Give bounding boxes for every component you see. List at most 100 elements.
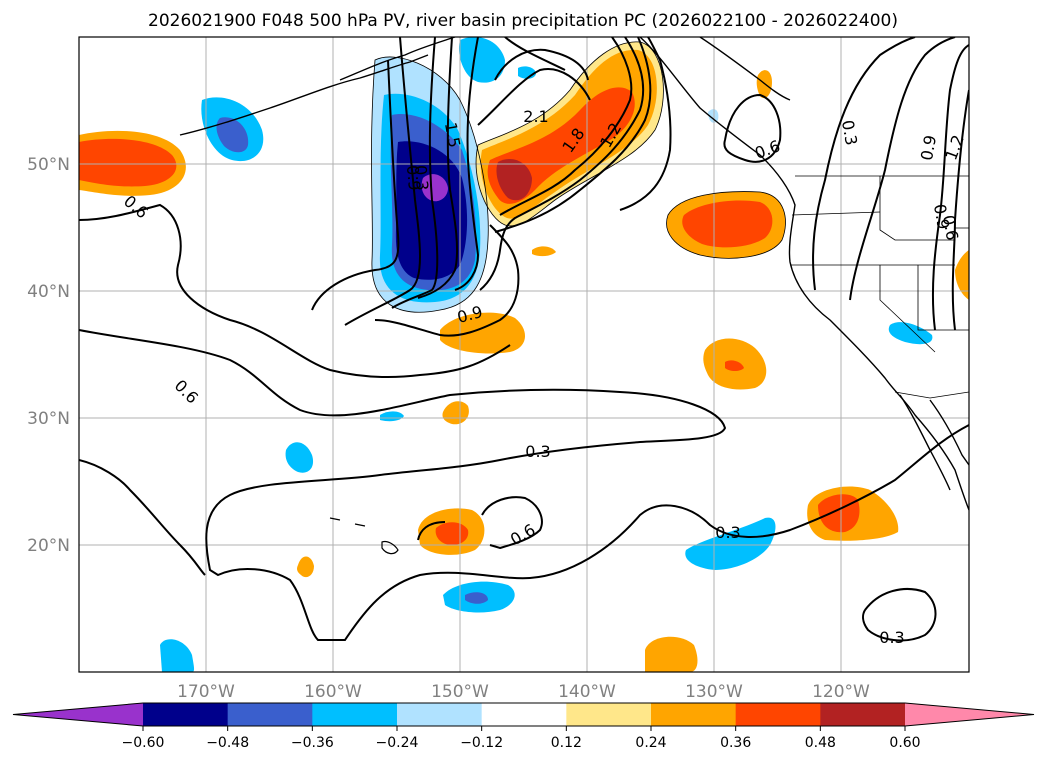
hawaii-islands [329, 517, 399, 555]
precip-outline-trough [371, 56, 489, 313]
pv-contour-trough-2 [374, 224, 520, 337]
precip-anomaly-162w-18n [297, 556, 314, 578]
colorbar-swatch [397, 703, 483, 726]
precip-anomaly-gulf-of-alaska-max [496, 158, 532, 201]
lon-label-130w: 130°W [685, 682, 743, 702]
contour-label: 2.1 [523, 107, 548, 126]
precip-anomaly-144w-43n [532, 246, 556, 257]
precip-anomaly-trough-min [421, 174, 448, 202]
colorbar-extend-max [905, 703, 1034, 726]
colorbar-tick-label: −0.48 [206, 735, 249, 751]
colorbar-tick-label: 0.12 [551, 735, 582, 751]
pv-contour-trough-4 [417, 37, 459, 299]
pv-contour-0.3-south [79, 459, 206, 576]
pv-contour-0.6-east-pacific [481, 496, 543, 550]
colorbar-tick-label: 0.24 [635, 735, 666, 751]
colorbar-tick-label: −0.24 [376, 735, 419, 751]
precip-anomaly-134w-10n [645, 636, 698, 672]
colorbar-swatch [227, 703, 313, 726]
lat-label-40n: 40°N [27, 282, 70, 302]
precip-anomaly-155w-30n [380, 411, 404, 422]
lat-label-50n: 50°N [27, 155, 70, 175]
colorbar-tick-label: −0.36 [291, 735, 334, 751]
pv-contour-0.9-west-us [931, 44, 969, 331]
precip-anomaly-149w-56n [459, 37, 505, 83]
plot-title: 2026021900 F048 500 hPa PV, river basin … [148, 11, 898, 31]
pv-contour-ridge-1 [494, 37, 652, 233]
precip-outline-gulf-of-alaska [475, 41, 664, 227]
graticule [79, 37, 969, 672]
pv-contour-1.2-west-us [951, 89, 969, 331]
contour-label: 0.3 [879, 628, 904, 647]
contour-label: 1.5 [441, 121, 464, 149]
colorbar-swatch [735, 703, 821, 726]
border-nevada-utah [917, 265, 969, 331]
contour-label: 0.9 [403, 164, 424, 191]
border-idaho [879, 176, 969, 241]
colorbar-tick-label: 0.60 [889, 735, 920, 751]
lon-label-160w: 160°W [304, 682, 362, 702]
precip-contour-outlines [371, 41, 786, 313]
pv-contour-ridge-3 [477, 68, 591, 126]
pv-contour-ridge-6 [619, 37, 672, 211]
pv-contour-0.6-west-us [849, 37, 956, 301]
contour-label: 0.6 [939, 214, 962, 242]
contour-label: 0.9 [930, 203, 953, 231]
lon-label-170w: 170°W [177, 682, 235, 702]
colorbar-swatch [312, 703, 398, 726]
border-oregon-washington [791, 211, 881, 216]
colorbar-tick-label: 0.48 [805, 735, 836, 751]
precip-anomaly-131w-54n [708, 109, 719, 123]
precip-anomaly-167w-53n-core [216, 117, 249, 153]
coastline-north-america [639, 37, 969, 511]
pv-contour-0.9 [311, 59, 400, 311]
lon-label-140w: 140°W [558, 682, 616, 702]
pv-contour-0.3-west-us [812, 37, 916, 291]
precip-anomaly-167w-12n [160, 639, 195, 672]
precip-anomaly-150w-16n-core [465, 592, 488, 604]
colorbar-tick-label: −0.60 [122, 735, 165, 751]
latitude-labels: 50°N 40°N 30°N 20°N [27, 155, 70, 556]
lat-label-20n: 20°N [27, 536, 70, 556]
precip-anomaly-east-edge [955, 250, 969, 300]
colorbar-tick-label: −0.12 [460, 735, 503, 751]
colorbar-swatch [143, 703, 229, 726]
lat-label-30n: 30°N [27, 409, 70, 429]
contour-label: 0.9 [917, 134, 940, 162]
precip-anomaly-150w-30n [442, 401, 469, 425]
pv-contour-0.6-west [79, 203, 511, 379]
pv-contour-trough-6 [479, 37, 645, 291]
precip-anomaly-130w-47n-core [682, 200, 773, 248]
contour-label: 0.3 [411, 164, 432, 191]
contour-label: 0.3 [838, 119, 861, 147]
map-panel: 2.1 1.8 1.5 1.2 0.9 0.6 0.3 0.9 0.6 0.3 … [78, 36, 970, 673]
precipitation-fill-layer [79, 37, 969, 672]
pv-contour-ridge-2 [499, 37, 633, 216]
coastline-alaska-peninsula [339, 37, 456, 81]
precip-anomaly-west-edge-core [79, 138, 177, 187]
political-borders [790, 175, 969, 399]
precip-anomaly-150w-37n [440, 312, 526, 354]
colorbar-tick-label: 0.36 [720, 735, 751, 751]
map-border [78, 36, 970, 673]
border-us-mexico [894, 391, 969, 399]
pv-contour-trough-3 [391, 37, 439, 309]
precip-outline-130w-47n [666, 191, 786, 259]
lon-label-150w: 150°W [431, 682, 489, 702]
colorbar-extend-min [13, 703, 143, 726]
pv-contour-ridge-5 [504, 37, 566, 71]
pv-contour-trough-5 [454, 37, 480, 291]
pv-contour-ridge-4 [494, 48, 589, 81]
colorbar-swatch [566, 703, 652, 726]
contour-label: 0.3 [525, 442, 550, 461]
lon-label-120w: 120°W [812, 682, 870, 702]
pv-contour-0.3-north [79, 329, 969, 641]
colorbar-swatch [651, 703, 737, 726]
colorbar-swatch [820, 703, 906, 726]
precip-anomaly-128w-19n [685, 517, 776, 570]
longitude-labels: 170°W 160°W 150°W 140°W 130°W 120°W [177, 682, 870, 702]
coastline-gulf-of-california [929, 399, 969, 466]
colorbar-swatch [481, 703, 567, 726]
pv-contour-0.6-east-pacific-south [417, 521, 446, 541]
